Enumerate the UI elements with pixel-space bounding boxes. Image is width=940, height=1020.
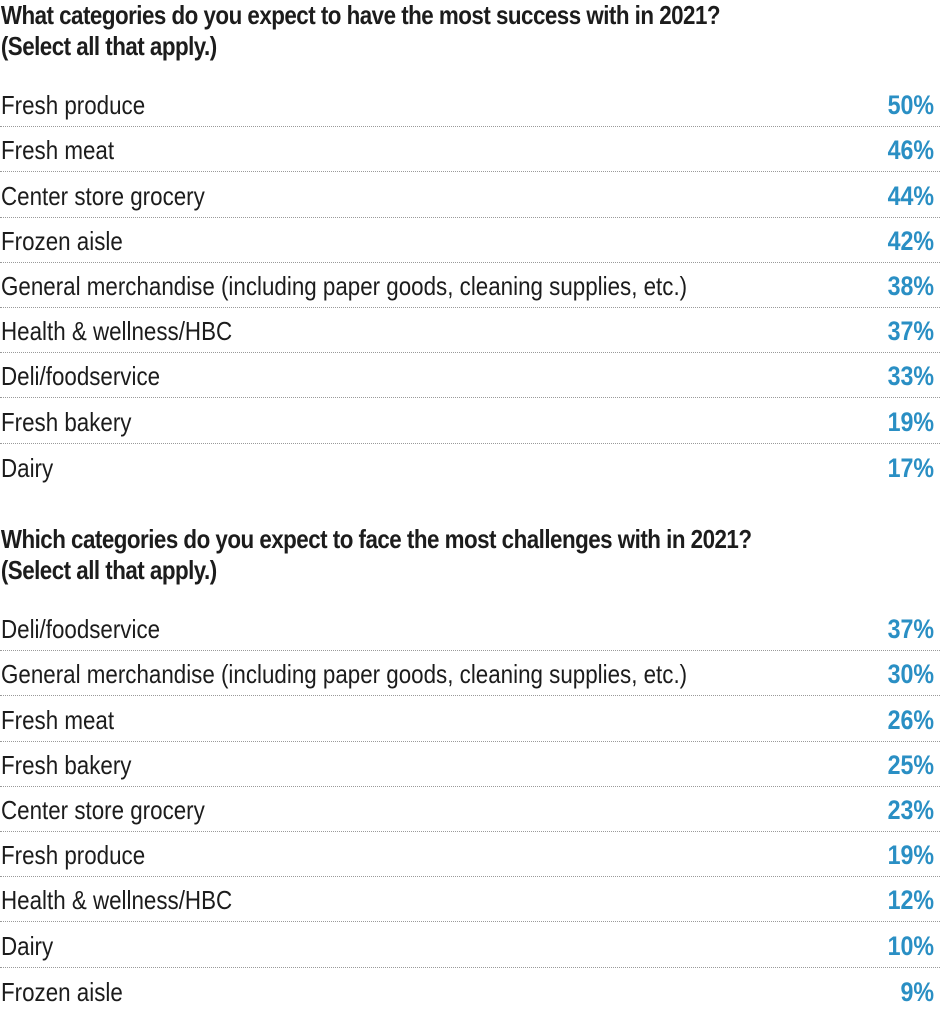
table-row: Deli/foodservice 37% bbox=[0, 606, 940, 652]
table-row: Fresh meat 26% bbox=[0, 696, 940, 742]
table-row: General merchandise (including paper goo… bbox=[0, 263, 940, 308]
challenges-question-text: Which categories do you expect to face t… bbox=[0, 524, 752, 554]
category-label: General merchandise (including paper goo… bbox=[1, 659, 688, 690]
success-question-text: What categories do you expect to have th… bbox=[0, 0, 721, 30]
table-row: Fresh bakery 25% bbox=[0, 742, 940, 787]
category-label: Dairy bbox=[1, 930, 54, 961]
category-label: Health & wellness/HBC bbox=[1, 885, 233, 916]
table-row: Health & wellness/HBC 12% bbox=[0, 877, 940, 923]
percent-value: 25% bbox=[887, 749, 934, 780]
percent-value: 50% bbox=[887, 90, 934, 121]
percent-value: 38% bbox=[887, 270, 934, 301]
category-label: Fresh produce bbox=[1, 90, 146, 121]
table-row: Frozen aisle 42% bbox=[0, 218, 940, 263]
category-label: Frozen aisle bbox=[1, 225, 123, 256]
percent-value: 23% bbox=[887, 794, 934, 825]
success-section: What categories do you expect to have th… bbox=[0, 0, 940, 483]
category-label: Fresh bakery bbox=[1, 749, 132, 780]
table-row: Fresh produce 19% bbox=[0, 832, 940, 878]
category-label: Dairy bbox=[1, 452, 54, 483]
category-label: Deli/foodservice bbox=[1, 614, 161, 645]
category-label: Fresh meat bbox=[1, 135, 115, 166]
category-label: Deli/foodservice bbox=[1, 361, 161, 392]
percent-value: 33% bbox=[887, 361, 934, 392]
table-row: Health & wellness/HBC 37% bbox=[0, 308, 940, 354]
table-row: Center store grocery 23% bbox=[0, 787, 940, 832]
percent-value: 17% bbox=[887, 452, 934, 483]
percent-value: 42% bbox=[887, 225, 934, 256]
percent-value: 19% bbox=[887, 840, 934, 871]
table-row: Frozen aisle 9% bbox=[0, 968, 940, 1013]
table-row: Deli/foodservice 33% bbox=[0, 353, 940, 399]
table-row: Dairy 17% bbox=[0, 444, 940, 489]
percent-value: 37% bbox=[887, 614, 934, 645]
challenges-question-title: Which categories do you expect to face t… bbox=[0, 524, 938, 586]
percent-value: 26% bbox=[887, 704, 934, 735]
percent-value: 10% bbox=[887, 930, 934, 961]
success-table: Fresh produce 50% Fresh meat 46% Center stor… bbox=[0, 82, 940, 489]
table-row: General merchandise (including paper goo… bbox=[0, 651, 940, 697]
category-label: Fresh bakery bbox=[1, 406, 132, 437]
category-label: Frozen aisle bbox=[1, 976, 123, 1007]
table-row: Fresh meat 46% bbox=[0, 127, 940, 173]
category-label: Center store grocery bbox=[1, 794, 205, 825]
success-question-subtitle: (Select all that apply.) bbox=[0, 31, 217, 61]
category-label: Fresh produce bbox=[1, 840, 146, 871]
table-row: Center store grocery 44% bbox=[0, 172, 940, 218]
table-row: Fresh produce 50% bbox=[0, 82, 940, 128]
category-label: Center store grocery bbox=[1, 180, 205, 211]
table-row: Dairy 10% bbox=[0, 922, 940, 968]
challenges-table: Deli/foodservice 37% General merchandise (… bbox=[0, 606, 940, 1013]
percent-value: 12% bbox=[887, 885, 934, 916]
percent-value: 37% bbox=[887, 316, 934, 347]
percent-value: 9% bbox=[900, 976, 934, 1007]
percent-value: 46% bbox=[887, 135, 934, 166]
success-question-title: What categories do you expect to have th… bbox=[0, 0, 938, 62]
challenges-section: Which categories do you expect to face t… bbox=[0, 524, 940, 1007]
percent-value: 30% bbox=[887, 659, 934, 690]
table-row: Fresh bakery 19% bbox=[0, 398, 940, 444]
challenges-question-subtitle: (Select all that apply.) bbox=[0, 555, 217, 585]
category-label: General merchandise (including paper goo… bbox=[1, 270, 688, 301]
category-label: Health & wellness/HBC bbox=[1, 316, 233, 347]
category-label: Fresh meat bbox=[1, 704, 115, 735]
percent-value: 44% bbox=[887, 180, 934, 211]
percent-value: 19% bbox=[887, 406, 934, 437]
